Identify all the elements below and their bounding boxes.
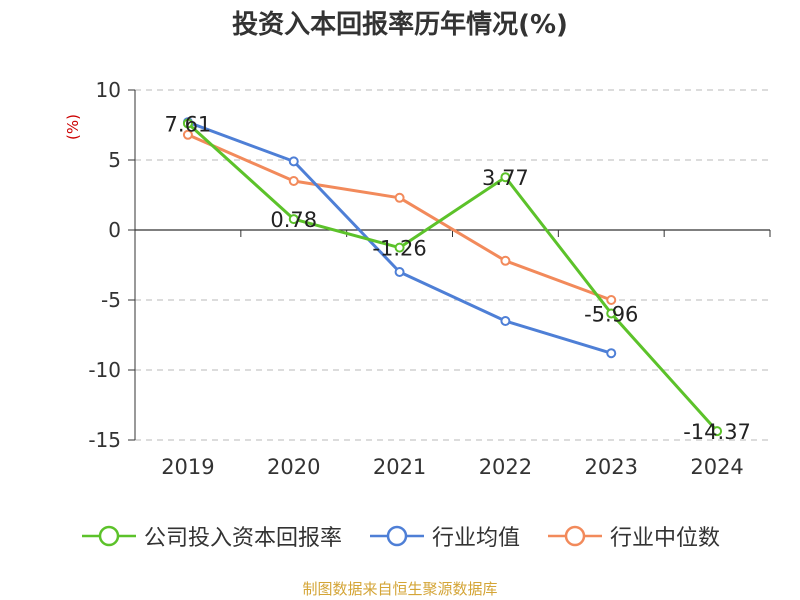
data-point: [182, 118, 193, 129]
data-label: -14.37: [683, 420, 751, 444]
y-axis-label: (%): [64, 114, 82, 140]
data-point: [606, 295, 617, 305]
data-point: [606, 348, 617, 359]
data-point: [288, 176, 299, 186]
data-point: [288, 156, 299, 167]
x-tick-label: 2019: [161, 455, 214, 479]
chart-title: 投资入本回报率历年情况(%): [232, 10, 568, 40]
legend-item[interactable]: 行业均值: [368, 520, 520, 552]
legend: 公司投入资本回报率 行业均值 行业中位数: [0, 520, 800, 552]
data-point: [394, 267, 405, 277]
source-note: 制图数据来自恒生聚源数据库: [302, 580, 498, 598]
x-tick-label: 2021: [373, 455, 426, 479]
data-point: [182, 129, 193, 140]
data-point: [606, 308, 617, 319]
x-tick-label: 2020: [267, 455, 320, 479]
x-tick-label: 2023: [585, 455, 638, 479]
legend-label: 行业中位数: [610, 526, 721, 551]
data-label: -1.26: [372, 237, 426, 261]
series-line: [186, 122, 719, 433]
data-label: -5.96: [584, 302, 638, 326]
data-point: [500, 316, 511, 326]
data-point: [394, 192, 405, 203]
data-label: 0.78: [270, 208, 317, 232]
data-label: 3.77: [482, 166, 529, 190]
legend-circle: [98, 525, 120, 547]
legend-item[interactable]: 行业中位数: [546, 520, 720, 552]
data-label: 7.61: [165, 112, 212, 136]
legend-label: 公司投入资本回报率: [143, 526, 342, 551]
legend-label: 行业均值: [431, 526, 520, 551]
data-point: [500, 172, 511, 183]
legend-circle: [564, 525, 586, 547]
data-point: [500, 255, 511, 266]
legend-marker-icon: [369, 525, 424, 547]
x-tick-label: 2024: [690, 455, 743, 479]
legend-marker-icon: [548, 525, 602, 547]
y-tick-label: -5: [101, 288, 121, 312]
legend-marker-icon: [81, 525, 136, 547]
y-tick-label: 0: [108, 218, 121, 242]
data-point: [394, 242, 405, 253]
y-tick-label: -15: [88, 428, 121, 452]
x-tick-label: 2022: [479, 455, 532, 479]
y-tick-label: -10: [88, 358, 121, 382]
legend-item[interactable]: 公司投入资本回报率: [80, 520, 342, 552]
y-tick-label: 10: [96, 78, 121, 102]
y-tick-label: 5: [108, 148, 121, 172]
legend-circle: [386, 525, 408, 547]
data-point: [288, 214, 299, 225]
data-point: [712, 426, 723, 437]
